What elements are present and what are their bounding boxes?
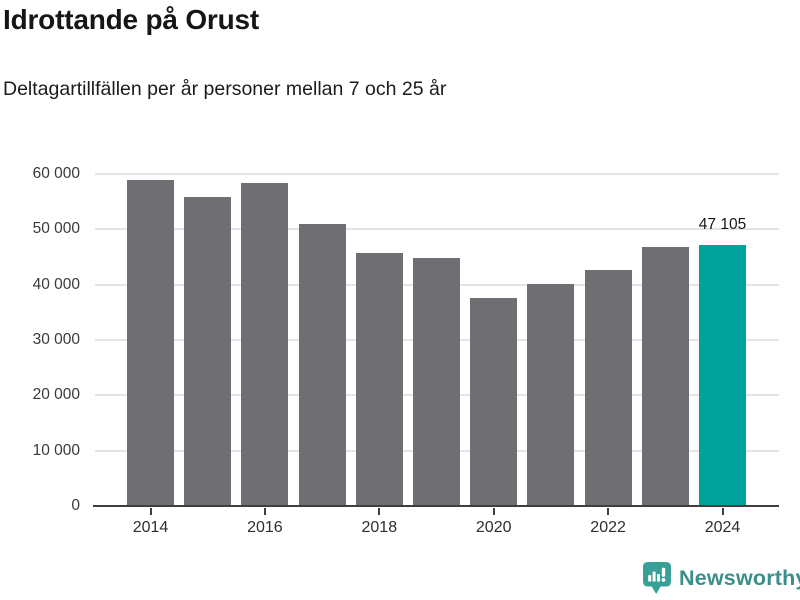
x-tick-mark-2014 [149,508,152,515]
y-tick-label-30000: 30 000 [32,331,80,348]
x-tick-label-2018: 2018 [361,519,398,536]
y-tick-label-60000: 60 000 [32,165,80,182]
gridline-60000 [95,173,779,175]
x-tick-mark-2016 [263,508,266,515]
x-tick-label-2024: 2024 [704,519,741,536]
x-tick-label-2022: 2022 [590,519,626,536]
highlight-value-label: 47 105 [698,216,747,234]
y-tick-label-10000: 10 000 [32,441,80,459]
bar-2016[interactable] [241,182,289,506]
y-tick-label-20000: 20 000 [32,386,80,404]
x-tick-mark-2020 [492,508,495,515]
x-tick-label-2016: 2016 [247,519,283,536]
bar-2021[interactable] [527,284,575,506]
x-tick-mark-2018 [378,508,381,515]
chart-subtitle: Deltagartillfällen per år personer mella… [3,78,447,100]
bar-2020[interactable] [470,297,518,506]
bar-2014[interactable] [127,179,174,506]
newsworthy-bar-chart-bubble-icon [643,562,671,594]
x-tick-label-2020: 2020 [475,519,512,536]
bar-2024[interactable] [699,245,746,506]
x-axis-line [93,504,779,507]
bar-2018[interactable] [355,252,403,506]
newsworthy-logo-link[interactable]: Newsworthy [642,561,800,596]
y-tick-label-0: 0 [71,497,80,514]
gridline-50000 [95,228,779,231]
y-axis: 0 10 000 20 000 30 000 40 000 50 000 60 000 [0,0,80,600]
plot-area: 2014 2016 2018 2020 2022 2024 47 105 [93,173,779,536]
x-tick-mark-2024 [721,508,724,515]
chart-title: Idrottande på Orust [3,4,259,35]
newsworthy-wordmark: Newsworthy [679,566,800,590]
x-tick-label-2014: 2014 [132,519,169,536]
bar-2017[interactable] [298,224,346,506]
bar-2015[interactable] [184,197,232,506]
bar-2022[interactable] [584,269,632,506]
bar-2019[interactable] [413,258,460,506]
x-tick-mark-2022 [607,508,610,515]
y-tick-label-50000: 50 000 [32,220,80,238]
y-tick-label-40000: 40 000 [32,275,80,293]
bar-2023[interactable] [641,247,689,506]
